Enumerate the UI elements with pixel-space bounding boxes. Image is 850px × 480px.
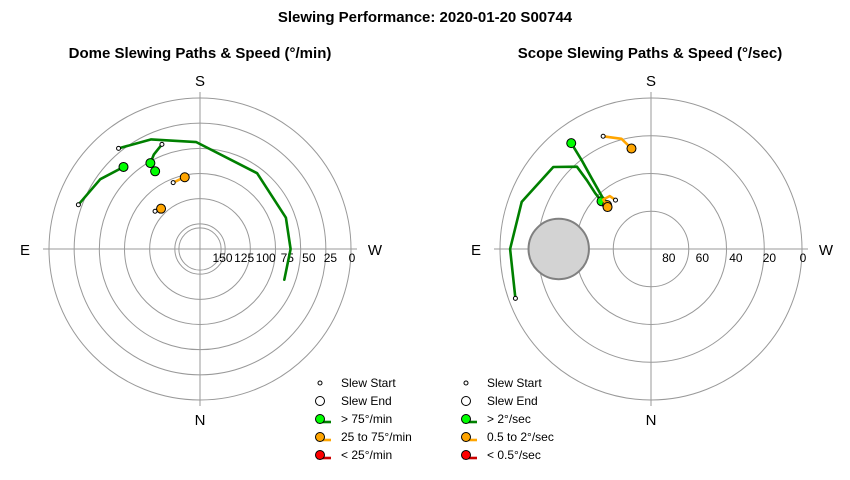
slew-end-marker bbox=[602, 202, 613, 213]
slew-end-marker bbox=[566, 138, 577, 149]
dome-chart-title: Dome Slewing Paths & Speed (°/min) bbox=[68, 45, 332, 62]
legend-label: 0.5 to 2°/sec bbox=[487, 430, 554, 444]
radial-tick-label: 50 bbox=[302, 251, 316, 265]
legend-label: Slew Start bbox=[487, 376, 542, 390]
slew-start-marker bbox=[152, 208, 158, 214]
slew-end-marker bbox=[118, 161, 129, 172]
legend-marker-slew-start bbox=[317, 380, 323, 386]
legend-marker-slew-start bbox=[463, 380, 469, 386]
legend-marker bbox=[315, 450, 325, 460]
radial-tick-label: 125 bbox=[234, 251, 254, 265]
radial-tick-label: 0 bbox=[800, 251, 807, 265]
slew-start-marker bbox=[612, 197, 618, 203]
direction-label-bottom: N bbox=[646, 412, 657, 429]
legend-label: 25 to 75°/min bbox=[341, 430, 412, 444]
radial-tick-label: 60 bbox=[696, 251, 710, 265]
legend-marker bbox=[315, 432, 325, 442]
radial-tick-label: 20 bbox=[763, 251, 777, 265]
slew-start-marker bbox=[170, 180, 176, 186]
direction-label-top: S bbox=[646, 73, 656, 90]
legend-label: Slew End bbox=[341, 394, 392, 408]
direction-label-bottom: N bbox=[195, 412, 206, 429]
scope-chart-title: Scope Slewing Paths & Speed (°/sec) bbox=[517, 45, 783, 62]
radial-tick-label: 80 bbox=[662, 251, 676, 265]
legend-label: > 2°/sec bbox=[487, 412, 531, 426]
slew-path bbox=[508, 165, 603, 300]
legend-marker-slew-end bbox=[461, 396, 471, 406]
legend-marker bbox=[315, 414, 325, 424]
direction-label-left: E bbox=[20, 242, 30, 259]
main-title: Slewing Performance: 2020-01-20 S00744 bbox=[277, 9, 573, 26]
slew-end-marker bbox=[145, 158, 156, 169]
legend-label: > 75°/min bbox=[341, 412, 392, 426]
radial-tick-label: 100 bbox=[256, 251, 276, 265]
legend-label: < 25°/min bbox=[341, 448, 392, 462]
legend-label: Slew Start bbox=[341, 376, 396, 390]
slew-path bbox=[77, 165, 125, 206]
slew-start-marker bbox=[75, 202, 81, 208]
direction-label-right: W bbox=[368, 242, 383, 259]
legend-marker bbox=[461, 432, 471, 442]
slew-start-marker bbox=[512, 295, 518, 301]
direction-label-left: E bbox=[471, 242, 481, 259]
slew-start-marker bbox=[159, 141, 165, 147]
slew-path bbox=[569, 141, 609, 207]
legend-label: Slew End bbox=[487, 394, 538, 408]
legend-marker bbox=[461, 414, 471, 424]
radial-tick-label: 40 bbox=[729, 251, 743, 265]
radial-tick-label: 0 bbox=[349, 251, 356, 265]
slew-end-marker bbox=[626, 143, 637, 154]
radial-tick-label: 150 bbox=[213, 251, 233, 265]
slew-start-marker bbox=[116, 145, 122, 151]
obstruction-disk bbox=[527, 217, 590, 281]
slew-end-marker bbox=[179, 172, 190, 183]
direction-label-top: S bbox=[195, 73, 205, 90]
slew-start-marker bbox=[600, 133, 606, 139]
direction-label-right: W bbox=[819, 242, 834, 259]
slew-end-marker bbox=[150, 166, 161, 177]
legend-marker-slew-end bbox=[315, 396, 325, 406]
legend-marker bbox=[461, 450, 471, 460]
slew-path bbox=[117, 138, 292, 281]
radial-tick-label: 25 bbox=[324, 251, 338, 265]
legend-label: < 0.5°/sec bbox=[487, 448, 541, 462]
slew-end-marker bbox=[156, 203, 167, 214]
